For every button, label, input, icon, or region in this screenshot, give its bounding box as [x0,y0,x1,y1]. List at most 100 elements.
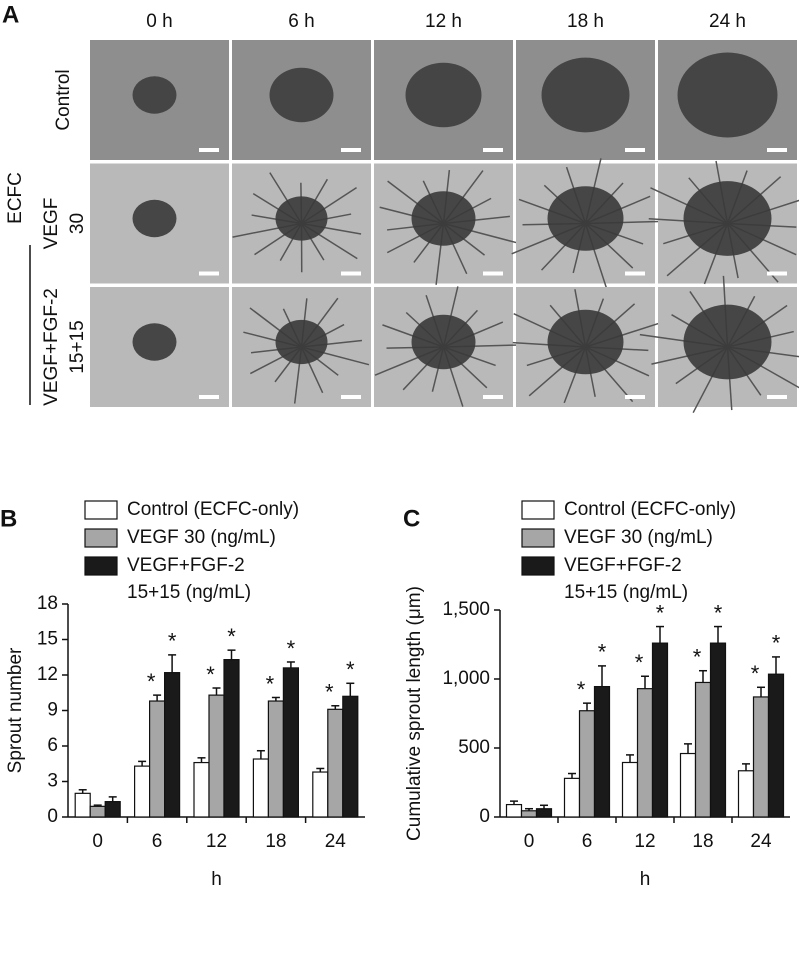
significance-marker: * [266,671,275,696]
panel-label: A [2,1,19,28]
x-axis-label: h [211,869,222,890]
x-tick-label: 0 [524,831,535,852]
spheroid [132,76,177,114]
bar [252,758,269,818]
scale-bar [767,271,787,276]
column-header: 18 h [567,11,604,32]
bar [694,681,712,818]
spheroid [132,323,177,361]
bar [593,685,611,818]
bar [737,770,755,818]
scale-bar [199,271,219,276]
spheroid [132,199,177,238]
row-label: VEGF+FGF-2 15+15 [41,288,88,406]
scale-bar [483,148,503,152]
bar [74,792,91,818]
spheroid [683,304,772,380]
column-header: 6 h [288,11,314,32]
scale-bar [625,148,645,152]
significance-marker: * [751,661,760,686]
y-tick-label: 1,000 [442,668,490,689]
bar [89,805,106,818]
spheroid [547,186,624,251]
legend-label: Control (ECFC-only) [564,499,736,520]
legend-label: Control (ECFC-only) [127,499,299,520]
bar [149,700,166,818]
x-tick-label: 18 [265,831,286,852]
y-tick-label: 500 [458,737,490,758]
significance-marker: * [577,677,586,702]
group-label: ECFC [5,172,26,224]
significance-marker: * [656,600,665,625]
bar [767,673,785,818]
scale-bar [341,148,361,152]
scale-bar [483,395,503,399]
significance-marker: * [598,640,607,665]
scale-bar [483,271,503,276]
bar [636,688,654,818]
row-label: Control [53,69,74,130]
bar [104,801,121,818]
y-tick-label: 9 [47,700,58,721]
legend-swatch [84,556,118,576]
scale-bar [199,395,219,399]
bar [134,765,151,818]
scale-bar [199,148,219,152]
bar [752,696,770,818]
bar [342,695,359,818]
y-axis-label: Cumulative sprout length (μm) [404,586,425,841]
y-tick-label: 1,500 [442,599,490,620]
legend-label: VEGF+FGF-2 15+15 (ng/mL) [127,555,251,603]
column-header: 12 h [425,11,462,32]
row-label: VEGF 30 [41,198,88,250]
significance-marker: * [168,629,177,654]
bar [505,803,523,818]
bar [651,642,669,818]
x-tick-label: 18 [692,831,713,852]
bar [621,761,639,818]
significance-marker: * [693,645,702,670]
x-tick-label: 6 [152,831,163,852]
x-tick-label: 12 [634,831,655,852]
spheroid [275,319,328,365]
x-tick-label: 24 [325,831,347,852]
bar [327,708,344,818]
y-tick-label: 0 [47,806,58,827]
significance-marker: * [346,657,355,682]
bar [282,667,299,818]
legend-label: VEGF+FGF-2 15+15 (ng/mL) [564,555,688,603]
scale-bar [767,148,787,152]
legend-label: VEGF 30 (ng/mL) [564,527,713,548]
spheroid [405,62,482,128]
y-tick-label: 15 [37,629,58,650]
bar [193,761,210,818]
legend-swatch [521,528,555,548]
significance-marker: * [206,662,215,687]
y-axis-label: Sprout number [5,647,26,773]
spheroid [541,57,630,133]
scale-bar [625,271,645,276]
significance-marker: * [635,650,644,675]
panel-label: C [403,505,420,532]
significance-marker: * [714,600,723,625]
significance-marker: * [325,680,334,705]
spheroid [683,181,772,256]
y-tick-label: 6 [47,735,58,756]
y-tick-label: 18 [37,593,58,614]
spheroid [411,191,476,246]
significance-marker: * [147,669,156,694]
bar [709,642,727,818]
y-tick-label: 12 [37,664,58,685]
legend-label: VEGF 30 (ng/mL) [127,527,276,548]
bar [208,694,225,818]
y-tick-label: 0 [479,806,490,827]
scale-bar [767,395,787,399]
significance-marker: * [772,631,781,656]
x-tick-label: 24 [750,831,772,852]
panel-label: B [0,505,17,532]
scale-bar [625,395,645,399]
significance-marker: * [287,636,296,661]
bar [563,777,581,818]
legend-swatch [84,528,118,548]
